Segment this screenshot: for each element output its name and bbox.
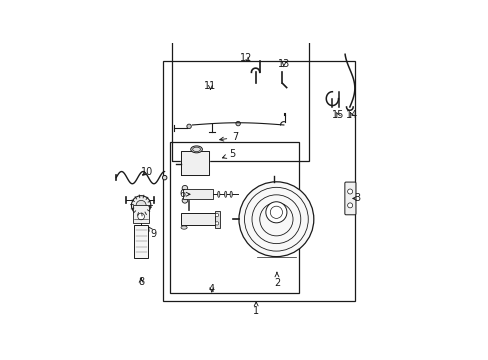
Circle shape: [239, 182, 313, 257]
Circle shape: [347, 189, 352, 194]
Ellipse shape: [181, 226, 187, 229]
Text: 10: 10: [140, 167, 152, 177]
Text: 2: 2: [273, 273, 280, 288]
Circle shape: [131, 196, 150, 215]
Circle shape: [215, 222, 218, 225]
Circle shape: [186, 124, 191, 129]
Bar: [163, 61, 354, 301]
Text: 9: 9: [148, 226, 156, 239]
Text: 4: 4: [208, 284, 214, 293]
Bar: [170, 141, 299, 293]
Circle shape: [265, 202, 286, 223]
Circle shape: [182, 198, 187, 203]
Text: 5: 5: [222, 149, 235, 159]
Text: 1: 1: [253, 302, 259, 316]
Bar: [188, 200, 189, 210]
Polygon shape: [181, 151, 208, 175]
Bar: [171, 0, 308, 161]
Circle shape: [138, 213, 144, 220]
Bar: [183, 189, 213, 199]
Text: 3: 3: [352, 193, 360, 203]
Bar: [181, 213, 214, 225]
Bar: [133, 205, 149, 223]
Text: 12: 12: [240, 53, 252, 63]
Text: 15: 15: [331, 110, 344, 120]
Ellipse shape: [217, 191, 220, 197]
Circle shape: [235, 121, 240, 126]
Text: 8: 8: [138, 276, 144, 287]
Bar: [214, 211, 219, 228]
FancyBboxPatch shape: [344, 182, 355, 215]
Text: 13: 13: [277, 59, 289, 69]
Circle shape: [215, 213, 218, 217]
Bar: [134, 225, 148, 258]
Text: 14: 14: [345, 110, 357, 120]
Ellipse shape: [230, 191, 232, 197]
Circle shape: [162, 175, 166, 180]
Text: 6: 6: [179, 189, 190, 199]
Ellipse shape: [224, 191, 226, 197]
Ellipse shape: [190, 146, 202, 153]
Text: 11: 11: [204, 81, 216, 91]
Circle shape: [182, 185, 187, 191]
Circle shape: [347, 203, 352, 208]
Circle shape: [136, 201, 146, 210]
Text: 7: 7: [219, 132, 238, 143]
